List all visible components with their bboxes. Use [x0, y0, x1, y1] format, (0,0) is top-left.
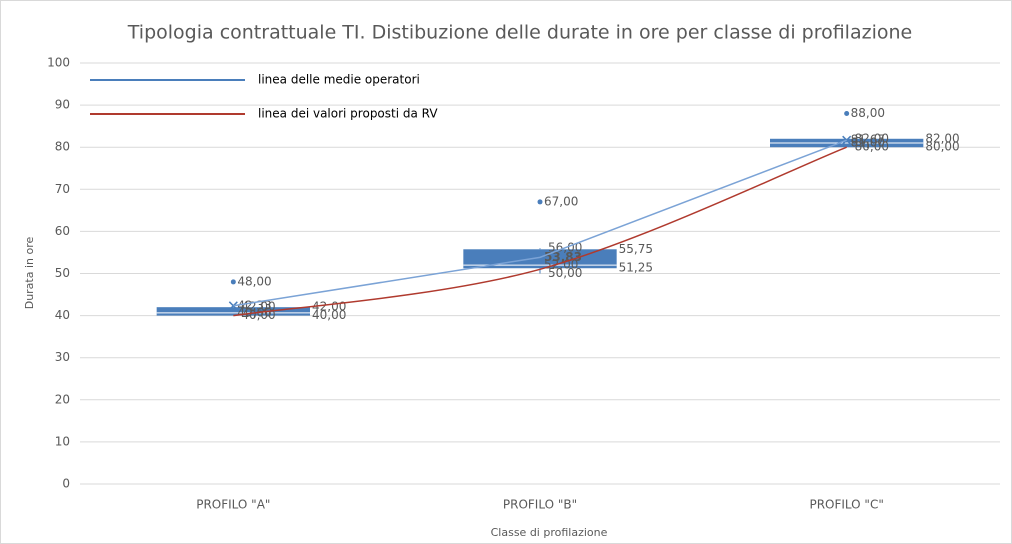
x-tick-label: PROFILO "C" [809, 498, 883, 512]
data-label: 82,00 [855, 131, 889, 145]
data-label: 80,00 [855, 140, 889, 154]
y-tick-label: 30 [55, 350, 70, 364]
outlier [230, 279, 236, 285]
y-tick-label: 40 [55, 308, 70, 322]
box-lower [463, 265, 617, 269]
x-tick-label: PROFILO "A" [196, 498, 270, 512]
y-tick-label: 90 [55, 98, 70, 112]
data-label: 81,67 [851, 133, 885, 147]
y-tick-label: 10 [55, 434, 70, 448]
y-tick-label: 20 [55, 392, 70, 406]
series-line [233, 139, 847, 307]
y-tick-label: 50 [55, 266, 70, 280]
data-label: 51,25 [619, 261, 653, 275]
data-label: 67,00 [544, 194, 578, 208]
y-tick-label: 80 [55, 140, 70, 154]
data-label: 55,75 [619, 242, 653, 256]
box-upper [156, 307, 310, 313]
data-label: 48,00 [237, 274, 271, 288]
y-tick-label: 0 [62, 477, 70, 491]
y-tick-label: 60 [55, 224, 70, 238]
chart-title: Tipologia contrattuale TI. Distibuzione … [127, 22, 912, 44]
x-tick-label: PROFILO "B" [503, 498, 577, 512]
outlier [537, 199, 543, 205]
data-label: 50,00 [548, 266, 582, 280]
y-tick-label: 100 [47, 56, 70, 70]
x-axis-label: Classe di profilazione [491, 526, 608, 539]
data-label: 82,00 [925, 131, 959, 145]
mean-marker [842, 135, 852, 145]
data-label: 81,00 [851, 135, 885, 149]
y-tick-label: 70 [55, 182, 70, 196]
data-label: 80,00 [925, 140, 959, 154]
box-lower [156, 312, 310, 316]
box-lower [770, 142, 924, 148]
legend-label: linea delle medie operatori [258, 73, 420, 87]
mean-marker [228, 301, 238, 311]
y-axis-label: Durata in ore [23, 236, 36, 309]
data-label: 53,83 [544, 250, 582, 264]
series-line [233, 146, 847, 317]
legend-label: linea dei valori proposti da RV [258, 107, 438, 121]
data-label: 40,00 [312, 308, 346, 322]
data-label: 88,00 [851, 106, 885, 120]
outlier [844, 111, 850, 117]
